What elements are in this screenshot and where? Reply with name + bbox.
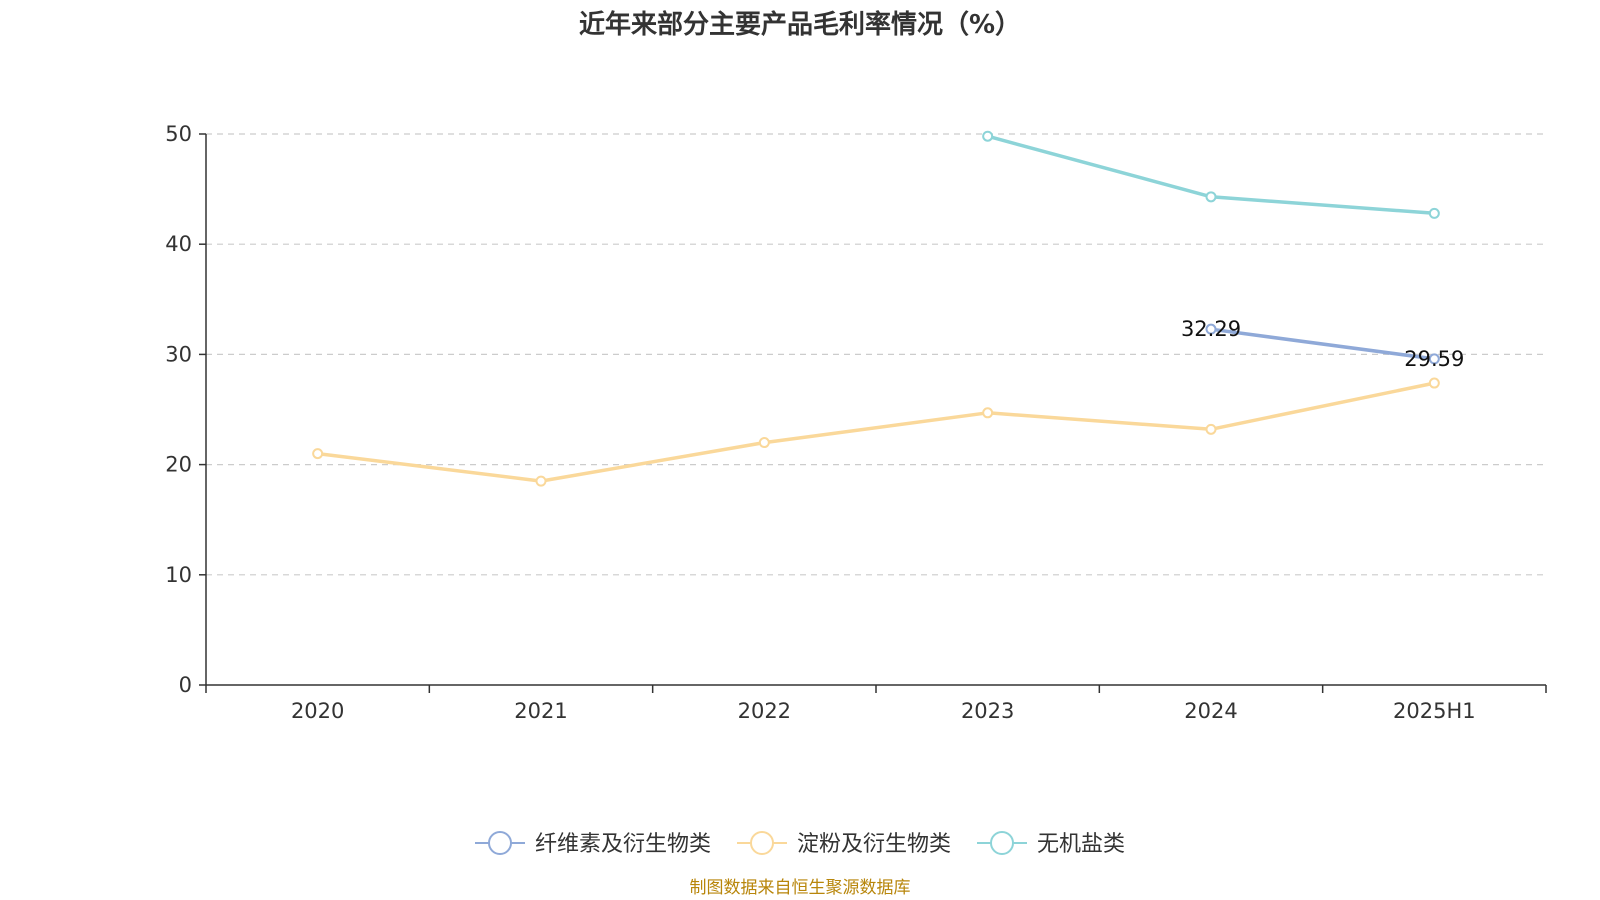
x-tick-label: 2021 <box>514 699 567 723</box>
data-point <box>1205 191 1217 203</box>
axes: 0 10 20 30 40 50 2020 2021 2022 2023 2024 2025H1 <box>165 122 1547 723</box>
data-point <box>982 130 994 142</box>
data-point <box>535 475 547 487</box>
y-tick-label: 30 <box>165 342 192 366</box>
legend-label: 无机盐类 <box>1037 832 1125 857</box>
series-line-1 <box>1210 327 1435 361</box>
y-tick-label: 40 <box>165 232 192 256</box>
legend-item-1[interactable]: 纤维素及衍生物类 <box>475 831 711 857</box>
legend-item-2[interactable]: 淀粉及衍生物类 <box>737 831 951 857</box>
data-point <box>1428 353 1440 365</box>
data-point <box>1205 323 1217 335</box>
series-line-2 <box>317 381 1435 483</box>
source-note: 制图数据来自恒生聚源数据库 <box>690 878 911 898</box>
y-tick-label: 10 <box>165 563 192 587</box>
legend-label: 淀粉及衍生物类 <box>797 832 951 857</box>
legend-label: 纤维素及衍生物类 <box>535 832 711 857</box>
x-tick-label: 2024 <box>1184 699 1237 723</box>
legend-marker <box>488 831 512 855</box>
y-tick-label: 0 <box>179 673 192 697</box>
x-tick-label: 2023 <box>961 699 1014 723</box>
data-label: 32.29 <box>1181 317 1241 341</box>
data-point <box>982 407 994 419</box>
legend-item-3[interactable]: 无机盐类 <box>977 831 1125 857</box>
x-tick-label: 2022 <box>738 699 791 723</box>
legend[interactable]: 纤维素及衍生物类 淀粉及衍生物类 无机盐类 <box>475 831 1125 857</box>
data-point <box>1428 207 1440 219</box>
series-group <box>312 130 1440 487</box>
x-tick-label: 2025H1 <box>1393 699 1476 723</box>
data-labels: 32.29 29.59 <box>1181 317 1464 371</box>
data-point <box>758 437 770 449</box>
legend-marker <box>990 831 1014 855</box>
y-tick-label: 50 <box>165 122 192 146</box>
x-tick-label: 2020 <box>291 699 344 723</box>
data-point <box>312 448 324 460</box>
data-point <box>1205 423 1217 435</box>
data-label: 29.59 <box>1404 347 1464 371</box>
legend-marker <box>750 831 774 855</box>
grid-lines <box>206 133 1546 576</box>
chart-title: 近年来部分主要产品毛利率情况（%） <box>579 9 1021 40</box>
data-point <box>1428 377 1440 389</box>
y-tick-label: 20 <box>165 453 192 477</box>
